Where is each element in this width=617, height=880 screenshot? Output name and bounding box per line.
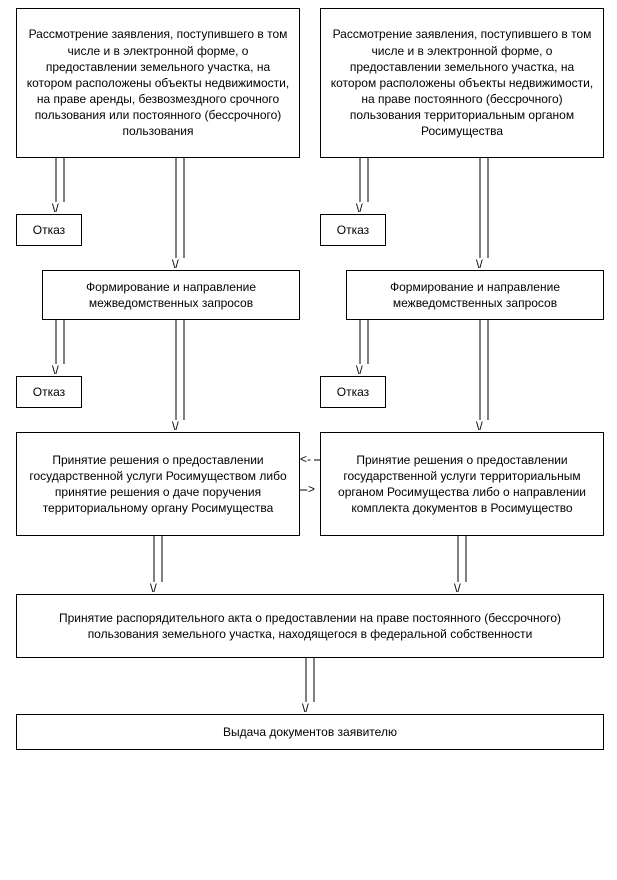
arrow-glyph: \/ xyxy=(476,257,483,271)
flow-node-n6: Формирование и направление межведомствен… xyxy=(346,270,604,320)
flow-node-label: Рассмотрение заявления, поступившего в т… xyxy=(25,26,291,139)
arrow-glyph: \/ xyxy=(172,257,179,271)
arrow-glyph: -> xyxy=(304,482,315,496)
flow-node-n2: Рассмотрение заявления, поступившего в т… xyxy=(320,8,604,158)
flow-node-n12: Выдача документов заявителю xyxy=(16,714,604,750)
arrow-glyph: \/ xyxy=(476,419,483,433)
arrow-glyph: <- xyxy=(300,452,311,466)
arrow-glyph: \/ xyxy=(302,701,309,715)
flow-node-n4: Отказ xyxy=(320,214,386,246)
flow-node-label: Принятие решения о предоставлении госуда… xyxy=(25,452,291,517)
flow-node-label: Отказ xyxy=(337,384,369,400)
arrow-glyph: \/ xyxy=(150,581,157,595)
flow-node-n7: Отказ xyxy=(16,376,82,408)
flow-node-n10: Принятие решения о предоставлении госуда… xyxy=(320,432,604,536)
flow-node-label: Отказ xyxy=(33,384,65,400)
arrow-glyph: \/ xyxy=(172,419,179,433)
arrow-glyph: \/ xyxy=(52,201,59,215)
flow-node-label: Принятие решения о предоставлении госуда… xyxy=(329,452,595,517)
flow-node-label: Формирование и направление межведомствен… xyxy=(355,279,595,311)
flow-node-n5: Формирование и направление межведомствен… xyxy=(42,270,300,320)
flow-node-label: Выдача документов заявителю xyxy=(223,724,397,740)
arrow-glyph: \/ xyxy=(356,201,363,215)
flow-node-label: Формирование и направление межведомствен… xyxy=(51,279,291,311)
flow-node-label: Принятие распорядительного акта о предос… xyxy=(25,610,595,642)
flow-node-n9: Принятие решения о предоставлении госуда… xyxy=(16,432,300,536)
flow-node-label: Отказ xyxy=(33,222,65,238)
flow-node-n3: Отказ xyxy=(16,214,82,246)
arrow-glyph: \/ xyxy=(356,363,363,377)
flow-node-n1: Рассмотрение заявления, поступившего в т… xyxy=(16,8,300,158)
arrow-glyph: \/ xyxy=(454,581,461,595)
flow-node-n8: Отказ xyxy=(320,376,386,408)
flow-node-label: Отказ xyxy=(337,222,369,238)
flow-node-label: Рассмотрение заявления, поступившего в т… xyxy=(329,26,595,139)
flow-node-n11: Принятие распорядительного акта о предос… xyxy=(16,594,604,658)
arrow-glyph: \/ xyxy=(52,363,59,377)
